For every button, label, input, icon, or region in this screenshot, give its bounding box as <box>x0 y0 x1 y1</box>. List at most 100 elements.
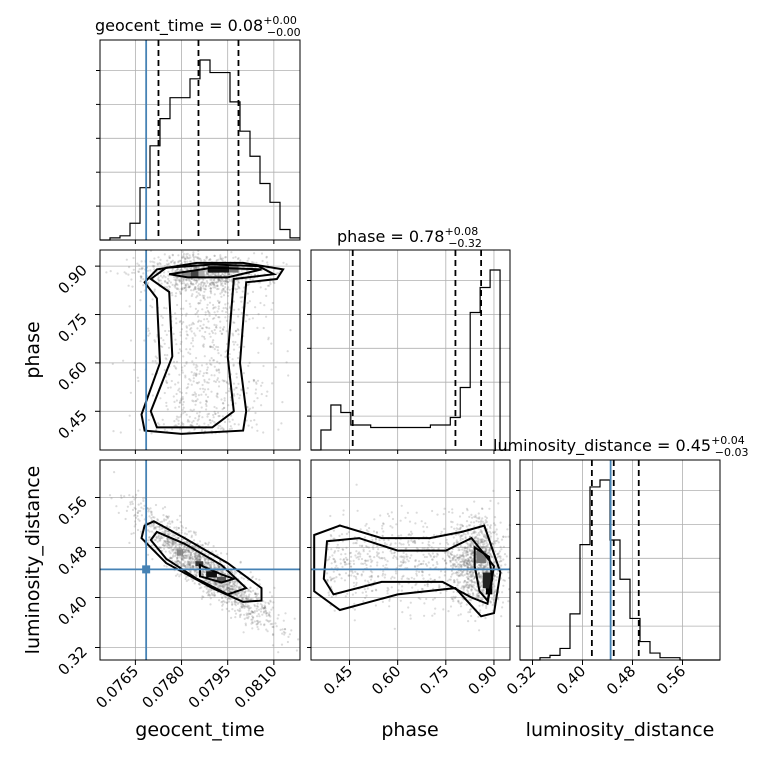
sample-point <box>151 264 154 267</box>
sample-point <box>457 558 460 562</box>
sample-point <box>338 573 341 576</box>
sample-point <box>348 562 351 565</box>
sample-point <box>153 257 156 260</box>
sample-point <box>189 348 192 351</box>
sample-point <box>133 271 136 274</box>
sample-point <box>205 270 208 273</box>
sample-point <box>184 289 187 292</box>
sample-point <box>265 256 268 259</box>
sample-point <box>211 273 214 276</box>
sample-point <box>182 307 185 310</box>
sample-point <box>402 574 405 578</box>
sample-point <box>210 278 213 281</box>
sample-point <box>256 615 259 618</box>
sample-point <box>168 520 171 523</box>
sample-point <box>164 357 167 360</box>
sample-point <box>339 558 342 561</box>
sample-point <box>184 284 187 287</box>
sample-point <box>172 360 176 363</box>
sample-point <box>400 577 403 580</box>
sample-point <box>185 325 188 328</box>
sample-point <box>185 286 188 289</box>
sample-point <box>199 401 202 404</box>
sample-point <box>493 516 497 519</box>
sample-point <box>216 278 220 281</box>
sample-point <box>217 278 220 281</box>
sample-point <box>173 424 176 427</box>
sample-point <box>240 269 243 272</box>
sample-point <box>220 258 223 261</box>
sample-point <box>467 620 470 623</box>
sample-point <box>221 310 224 313</box>
sample-point <box>330 548 333 551</box>
sample-point <box>164 276 167 279</box>
sample-point <box>139 275 142 278</box>
sample-point <box>197 418 200 421</box>
sample-point <box>193 582 196 585</box>
sample-point <box>286 640 289 644</box>
sample-point <box>197 302 200 305</box>
sample-point <box>168 256 172 259</box>
sample-point <box>220 601 223 604</box>
sample-point <box>234 256 237 259</box>
sample-point <box>222 599 225 603</box>
sample-point <box>451 557 454 560</box>
sample-point <box>371 571 374 574</box>
sample-point <box>150 432 153 435</box>
sample-point <box>388 599 391 602</box>
sample-point <box>455 539 458 542</box>
sample-point <box>419 597 422 601</box>
sample-point <box>246 387 249 390</box>
sample-point <box>140 268 143 271</box>
sample-point <box>470 607 473 611</box>
sample-point <box>237 257 240 260</box>
sample-point <box>411 586 414 589</box>
sample-point <box>160 337 163 340</box>
sample-point <box>135 493 138 496</box>
sample-point <box>470 614 473 618</box>
sample-point <box>327 591 330 594</box>
sample-point <box>495 579 498 582</box>
sample-point <box>254 392 257 395</box>
sample-point <box>167 373 170 376</box>
sample-point <box>213 410 216 413</box>
sample-point <box>239 613 243 616</box>
sample-point <box>168 279 171 282</box>
sample-point <box>195 279 198 282</box>
sample-point <box>337 546 340 550</box>
sample-point <box>224 596 227 599</box>
sample-point <box>197 320 200 323</box>
sample-point <box>442 513 445 516</box>
sample-point <box>369 578 373 581</box>
sample-point <box>143 339 146 342</box>
sample-point <box>157 276 160 279</box>
sample-point <box>164 550 167 553</box>
sample-point <box>182 278 185 281</box>
sample-point <box>386 592 389 595</box>
sample-point <box>179 415 182 418</box>
sample-point <box>166 354 169 357</box>
sample-point <box>157 279 161 282</box>
sample-point <box>281 628 284 631</box>
sample-point <box>503 553 507 556</box>
sample-point <box>467 581 470 584</box>
sample-point <box>185 312 188 315</box>
sample-point <box>210 292 213 295</box>
sample-point <box>203 378 206 382</box>
sample-point <box>209 597 212 600</box>
sample-point <box>207 580 210 583</box>
sample-point <box>382 570 385 573</box>
sample-point <box>247 424 250 427</box>
sample-point <box>265 628 268 631</box>
sample-point <box>202 278 205 281</box>
sample-point <box>231 358 234 361</box>
sample-point <box>400 534 403 537</box>
sample-point <box>179 401 182 404</box>
sample-point <box>237 308 240 311</box>
sample-point <box>140 275 143 278</box>
sample-point <box>224 290 227 293</box>
sample-point <box>236 287 239 291</box>
sample-point <box>195 356 198 360</box>
sample-point <box>235 291 238 294</box>
sample-point <box>192 419 195 423</box>
